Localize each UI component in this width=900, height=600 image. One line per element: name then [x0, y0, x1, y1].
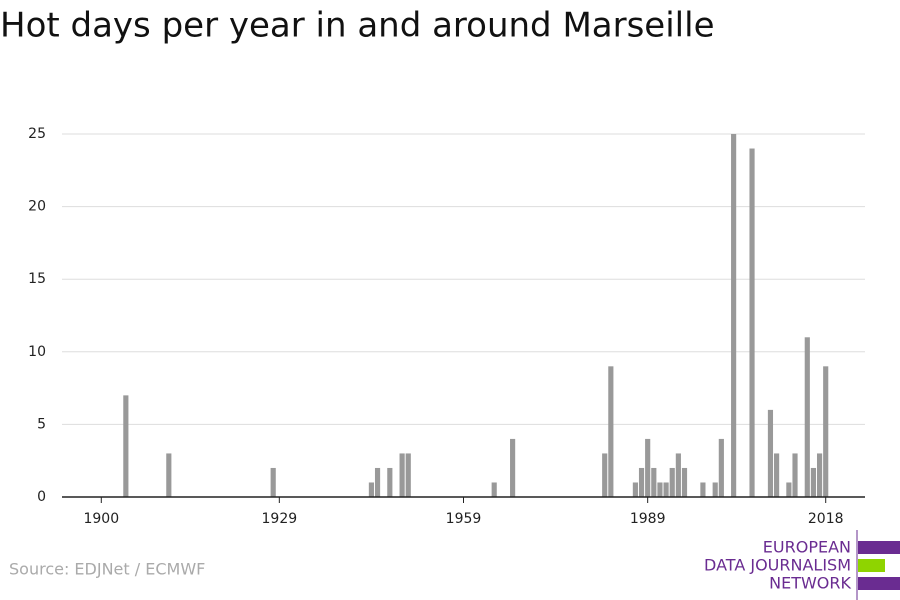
bar	[602, 453, 608, 497]
bar	[718, 438, 724, 497]
bar	[510, 438, 516, 497]
y-tick-label: 10	[28, 344, 46, 360]
logo-bar	[858, 577, 900, 590]
bar	[774, 453, 780, 497]
bar	[792, 453, 798, 497]
bar	[638, 467, 645, 497]
bar	[399, 453, 405, 497]
logo-text: NETWORK	[769, 574, 851, 593]
bar	[681, 467, 688, 497]
bar	[663, 482, 669, 497]
logo-text: EUROPEAN	[763, 538, 851, 557]
x-tick-label: 1900	[83, 511, 119, 527]
bar	[368, 482, 374, 497]
x-tick-label: 1929	[262, 511, 298, 527]
logo-bar	[858, 541, 900, 554]
bar	[700, 482, 706, 497]
bar	[810, 467, 817, 497]
x-tick-label: 1989	[630, 511, 666, 527]
bar	[675, 453, 681, 497]
bar	[731, 134, 737, 497]
bar	[491, 482, 497, 497]
chart-title: Hot days per year in and around Marseill…	[0, 6, 714, 46]
bar	[712, 482, 718, 497]
bar	[270, 467, 276, 497]
bar	[816, 453, 823, 497]
bar	[632, 482, 638, 497]
logo: EUROPEAN DATA JOURNALISM NETWORK	[704, 530, 900, 600]
bar	[166, 453, 172, 497]
source: Source: EDJNet / ECMWF	[9, 560, 205, 579]
bar	[657, 482, 663, 497]
bar	[669, 467, 675, 497]
x-tick-label: 2018	[808, 511, 844, 527]
logo-text: DATA JOURNALISM	[704, 556, 851, 575]
bar	[786, 482, 792, 497]
bar	[804, 337, 810, 497]
y-tick-label: 20	[28, 199, 46, 215]
bar	[749, 148, 755, 497]
bar	[405, 453, 411, 497]
x-tick-label: 1959	[446, 511, 482, 527]
y-tick-label: 25	[28, 126, 46, 142]
bar	[651, 467, 657, 497]
bar	[767, 409, 774, 497]
bar	[374, 467, 381, 497]
bar	[645, 438, 651, 497]
y-tick-label: 0	[37, 489, 46, 505]
y-tick-label: 5	[37, 416, 46, 432]
bar	[823, 366, 829, 497]
bar	[123, 395, 129, 497]
bar	[387, 467, 393, 497]
bar	[608, 366, 614, 497]
logo-bar	[858, 559, 885, 572]
y-tick-label: 15	[28, 271, 46, 287]
